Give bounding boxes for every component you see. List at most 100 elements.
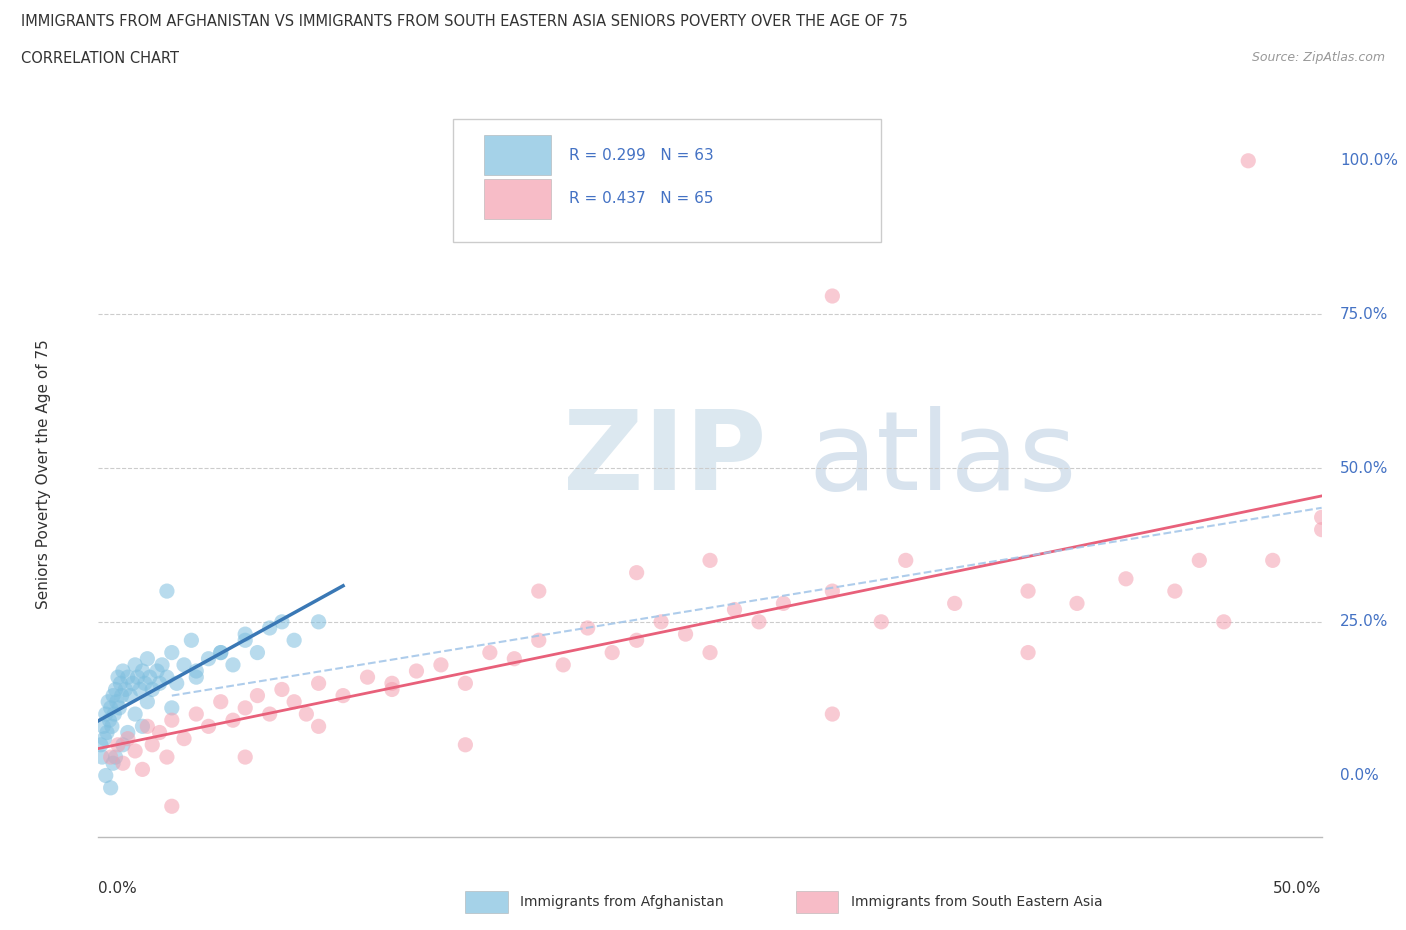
FancyBboxPatch shape <box>484 179 551 219</box>
Point <box>381 676 404 691</box>
Point <box>100 780 122 795</box>
Point <box>478 645 501 660</box>
Point <box>356 670 378 684</box>
Point <box>101 719 124 734</box>
Point <box>821 707 844 722</box>
Point <box>129 682 152 697</box>
Point <box>283 695 305 710</box>
Point <box>93 731 115 746</box>
Point <box>105 695 128 710</box>
Point <box>107 670 129 684</box>
Point <box>259 707 281 722</box>
Point <box>136 651 159 666</box>
Text: 0.0%: 0.0% <box>1340 768 1379 783</box>
Point <box>150 658 173 672</box>
Point <box>295 707 318 722</box>
Point <box>117 725 139 740</box>
Text: 50.0%: 50.0% <box>1274 881 1322 896</box>
Point <box>1310 510 1333 525</box>
Point <box>1164 584 1187 599</box>
Point <box>131 664 153 679</box>
Point <box>283 632 305 647</box>
Point <box>127 670 149 684</box>
Point <box>124 658 146 672</box>
Point <box>100 700 122 715</box>
Point <box>748 615 770 630</box>
Point <box>136 719 159 734</box>
Point <box>600 645 623 660</box>
Point <box>943 596 966 611</box>
Point <box>527 584 550 599</box>
Point <box>180 632 202 647</box>
Point <box>146 664 169 679</box>
Point <box>98 712 121 727</box>
Point <box>553 658 575 672</box>
Point <box>156 670 179 684</box>
Point <box>870 615 893 630</box>
Point <box>405 664 427 679</box>
Text: 25.0%: 25.0% <box>1340 615 1388 630</box>
Point <box>91 719 114 734</box>
Text: Immigrants from Afghanistan: Immigrants from Afghanistan <box>520 896 724 910</box>
Point <box>1310 522 1333 537</box>
Point <box>209 645 232 660</box>
Point <box>1017 584 1039 599</box>
Point <box>124 707 146 722</box>
Point <box>381 682 404 697</box>
Point <box>699 645 721 660</box>
Point <box>576 620 599 635</box>
Point <box>120 688 142 703</box>
Point <box>626 565 648 580</box>
Point <box>723 602 745 617</box>
Point <box>246 645 269 660</box>
FancyBboxPatch shape <box>465 891 508 913</box>
Point <box>141 737 163 752</box>
Point <box>308 615 330 630</box>
Point <box>160 799 183 814</box>
Point <box>503 651 526 666</box>
Point <box>270 615 294 630</box>
Point <box>454 737 477 752</box>
Text: ZIP: ZIP <box>564 406 766 513</box>
Point <box>246 688 269 703</box>
Point <box>136 695 159 710</box>
Point <box>173 731 195 746</box>
Point <box>124 743 146 758</box>
Point <box>222 712 245 727</box>
Point <box>104 750 127 764</box>
Point <box>209 645 232 660</box>
Point <box>131 762 153 777</box>
Text: R = 0.437   N = 65: R = 0.437 N = 65 <box>569 192 714 206</box>
Point <box>96 725 118 740</box>
Point <box>233 632 256 647</box>
Point <box>1188 553 1211 568</box>
Point <box>149 676 172 691</box>
Point <box>308 719 330 734</box>
Text: 100.0%: 100.0% <box>1340 153 1398 168</box>
Point <box>222 658 245 672</box>
Point <box>186 670 208 684</box>
Point <box>186 664 208 679</box>
Point <box>186 707 208 722</box>
Point <box>1261 553 1284 568</box>
Point <box>233 750 256 764</box>
Point <box>91 750 114 764</box>
Point <box>134 676 156 691</box>
Point <box>675 627 697 642</box>
Point <box>1212 615 1234 630</box>
Text: IMMIGRANTS FROM AFGHANISTAN VS IMMIGRANTS FROM SOUTH EASTERN ASIA SENIORS POVERT: IMMIGRANTS FROM AFGHANISTAN VS IMMIGRANT… <box>21 14 908 29</box>
Text: CORRELATION CHART: CORRELATION CHART <box>21 51 179 66</box>
Point <box>1115 571 1137 586</box>
Point <box>1066 596 1088 611</box>
Point <box>270 682 294 697</box>
Point <box>160 645 183 660</box>
Point <box>821 584 844 599</box>
Point <box>772 596 794 611</box>
Point <box>108 700 131 715</box>
Point <box>197 651 219 666</box>
Text: 75.0%: 75.0% <box>1340 307 1388 322</box>
Point <box>160 700 183 715</box>
Text: Seniors Poverty Over the Age of 75: Seniors Poverty Over the Age of 75 <box>37 339 51 609</box>
Point <box>209 695 232 710</box>
Point <box>166 676 188 691</box>
